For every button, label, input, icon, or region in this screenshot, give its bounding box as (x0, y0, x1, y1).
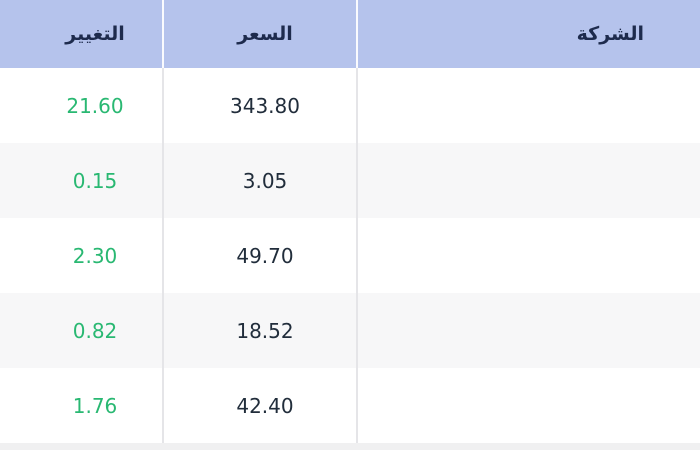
price-cell: 343.80 (162, 68, 357, 143)
company-cell (356, 218, 700, 293)
company-cell (356, 68, 700, 143)
column-header-company: الشركة (356, 0, 700, 68)
change-cell: 2.30 (72, 243, 118, 268)
table-row[interactable]: 343.80 21.60 (0, 68, 700, 143)
table-row[interactable]: 42.40 1.76 (0, 368, 700, 443)
table-body: 343.80 21.60 3.05 0.15 49.70 2.30 18.52 … (0, 68, 700, 443)
price-cell: 18.52 (162, 293, 357, 368)
company-cell (356, 368, 700, 443)
column-header-price: السعر (162, 0, 357, 68)
price-cell: 3.05 (162, 143, 357, 218)
change-cell: 21.60 (66, 93, 124, 118)
change-cell: 1.76 (72, 393, 118, 418)
table-row[interactable]: 49.70 2.30 (0, 218, 700, 293)
company-cell (356, 293, 700, 368)
change-cell: 0.15 (72, 168, 118, 193)
company-cell (356, 143, 700, 218)
table-row[interactable]: 18.52 0.82 (0, 293, 700, 368)
table-row[interactable]: 3.05 0.15 (0, 143, 700, 218)
column-header-change: التغيير (0, 0, 163, 68)
header-row: الشركة السعر التغيير (0, 0, 700, 68)
cut-off-next-row (0, 443, 700, 450)
table-header: الشركة السعر التغيير (0, 0, 700, 68)
change-cell: 0.82 (72, 318, 118, 343)
price-cell: 42.40 (162, 368, 357, 443)
price-cell: 49.70 (162, 218, 357, 293)
